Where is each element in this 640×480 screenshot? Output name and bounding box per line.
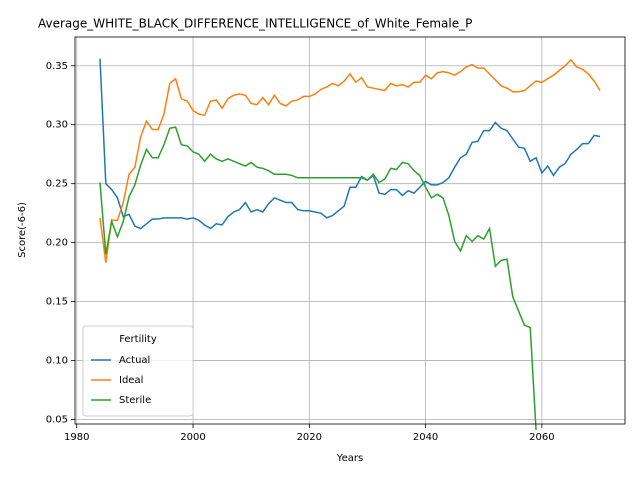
x-axis-label: Years — [336, 453, 363, 464]
x-tick-label: 2040 — [413, 432, 438, 443]
data-line — [99, 58, 601, 263]
legend: Fertility Actual Ideal Sterile — [82, 325, 194, 417]
y-tick-label: 0.20 — [46, 238, 68, 249]
y-tick-label: 0.25 — [46, 179, 68, 190]
legend-box — [82, 325, 194, 417]
legend-title: Fertility — [119, 334, 157, 345]
y-tick-label: 0.15 — [46, 297, 68, 308]
y-tick-label: 0.10 — [46, 356, 68, 367]
x-tick-label: 2060 — [529, 432, 554, 443]
y-tick-label: 0.35 — [46, 61, 68, 72]
data-line — [99, 126, 537, 431]
legend-label: Actual — [119, 355, 150, 366]
legend-label: Ideal — [119, 375, 143, 386]
y-tick-label: 0.30 — [46, 120, 68, 131]
plot-frame — [74, 36, 626, 425]
y-tick-label: 0.05 — [46, 415, 68, 426]
data-line — [99, 58, 601, 230]
legend-label: Sterile — [119, 395, 151, 406]
y-axis-label: Score(-6-6) — [17, 202, 28, 258]
chart-title: Average_WHITE_BLACK_DIFFERENCE_INTELLIGE… — [38, 17, 472, 31]
x-tick-label: 2000 — [180, 432, 205, 443]
x-tick-label: 2020 — [297, 432, 322, 443]
x-tick-label: 1980 — [64, 432, 89, 443]
